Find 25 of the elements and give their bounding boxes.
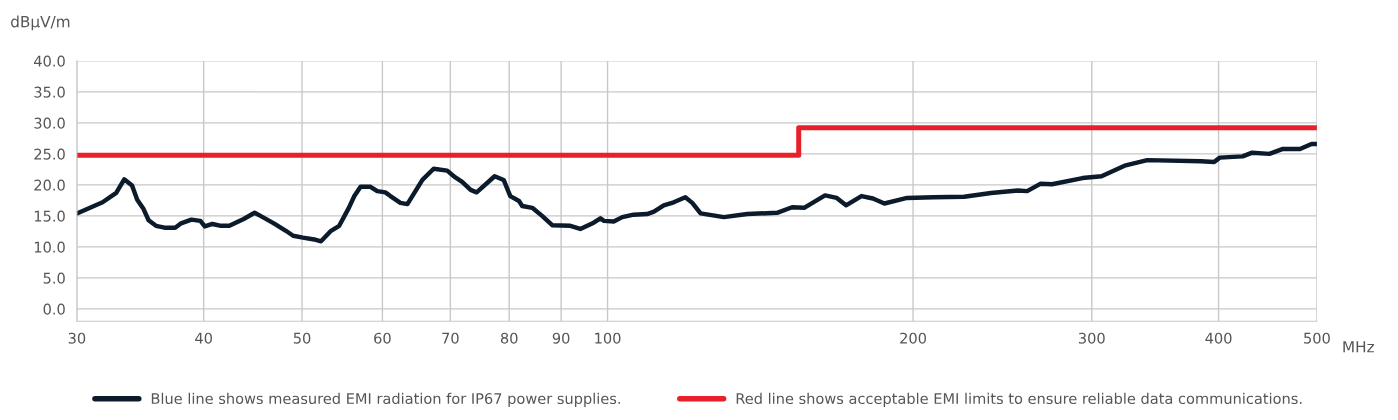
y-tick-label: 20.0: [34, 179, 65, 191]
x-tick-label: 500: [1304, 332, 1330, 344]
legend-label: Blue line shows measured EMI radiation for IP67 power supplies.: [151, 392, 620, 407]
y-axis-title: dBμV/m: [11, 15, 70, 31]
y-tick-label: 35.0: [34, 86, 65, 98]
x-tick-label: 100: [595, 332, 621, 344]
x-tick-label: 400: [1205, 332, 1232, 344]
y-tick-label: 10.0: [34, 241, 65, 253]
x-tick-label: 50: [293, 332, 311, 344]
y-tick-label: 30.0: [34, 117, 65, 129]
x-tick-label: 90: [552, 332, 570, 344]
x-tick-label: 40: [195, 332, 212, 344]
x-tick-label: 300: [1078, 332, 1105, 344]
legend-label: Red line shows acceptable EMI limits to ensure reliable data communications.: [736, 392, 1302, 407]
x-tick-label: 200: [900, 332, 926, 344]
y-tick-label: 0.0: [43, 303, 65, 315]
x-tick-label: 70: [442, 332, 459, 344]
y-tick-label: 5.0: [43, 272, 65, 284]
x-tick-label: 60: [374, 332, 391, 344]
y-tick-label: 15.0: [34, 210, 65, 222]
x-tick-label: 30: [68, 332, 86, 344]
y-tick-label: 40.0: [34, 55, 65, 67]
x-tick-label: 80: [500, 332, 518, 344]
x-axis-title: MHz: [1343, 341, 1374, 353]
y-tick-label: 25.0: [34, 148, 65, 160]
